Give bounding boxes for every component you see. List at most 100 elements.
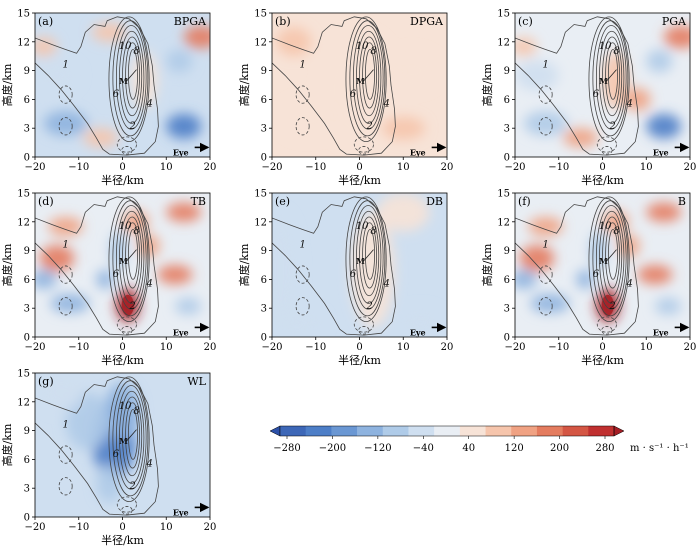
- contour-label: 2: [365, 301, 372, 312]
- contour-label: 2: [608, 121, 615, 132]
- contour-line: [588, 16, 630, 143]
- colorbar-tick-label: 200: [550, 443, 569, 454]
- y-tick-label: 0: [24, 513, 30, 524]
- contour-line: [608, 229, 618, 280]
- y-axis-label: 高度/km: [0, 423, 14, 466]
- max-marker-line: [126, 69, 137, 82]
- colorbar-extend-min: [269, 425, 281, 437]
- panel-title: DPGA: [410, 15, 444, 28]
- x-tick-label: 0: [599, 162, 605, 173]
- contour-line-dashed: [121, 506, 133, 515]
- x-tick-label: 20: [684, 342, 697, 353]
- contour-line: [35, 16, 159, 156]
- contour-label: 1: [542, 59, 548, 70]
- eye-label: Eye: [173, 327, 189, 337]
- max-marker-line: [606, 69, 617, 82]
- contour-line-dashed: [596, 136, 617, 153]
- x-tick-label: 10: [640, 162, 653, 173]
- contour-line-dashed: [601, 326, 613, 335]
- contour-label: 4: [625, 279, 632, 290]
- colorbar-tick-label: 40: [462, 443, 475, 454]
- contour-line-dashed: [58, 445, 73, 464]
- contour-label: 8: [613, 226, 619, 237]
- contour-label: 10: [599, 41, 612, 52]
- y-tick-label: 6: [24, 95, 30, 106]
- contour-line: [119, 390, 145, 484]
- y-tick-label: 6: [504, 95, 510, 106]
- colorbar-segment: [485, 426, 512, 436]
- contour-label: 1: [542, 239, 548, 250]
- contour-label: M: [119, 256, 128, 266]
- panel-title: WL: [187, 375, 206, 388]
- y-tick-label: 6: [24, 455, 30, 466]
- contour-line: [356, 210, 382, 304]
- panel-label: (e): [275, 195, 290, 208]
- y-tick-label: 15: [17, 369, 30, 380]
- contour-line: [515, 16, 639, 156]
- colorbar-tick-label: −40: [413, 443, 434, 454]
- contour-label: M: [119, 436, 128, 446]
- colorbar-tick-label: 120: [505, 443, 524, 454]
- y-tick-label: 9: [504, 66, 510, 77]
- x-tick-label: 10: [397, 342, 410, 353]
- colorbar-tick-label: −120: [364, 443, 391, 454]
- x-tick-label: 0: [119, 162, 125, 173]
- contour-line: [272, 16, 396, 156]
- colorbar-segment: [511, 426, 538, 436]
- contour-line: [352, 205, 384, 310]
- contour-label: 6: [113, 449, 120, 460]
- x-tick-label: −10: [68, 162, 89, 173]
- colorbar-segment: [382, 426, 409, 436]
- y-tick-label: 3: [261, 304, 267, 315]
- contour-label: 2: [128, 121, 135, 132]
- eye-label: Eye: [410, 327, 426, 337]
- colorbar-tick-label: −200: [319, 443, 346, 454]
- contour-line: [108, 196, 150, 323]
- y-tick-label: 15: [17, 9, 30, 20]
- contour-line: [592, 200, 629, 317]
- contour-line-dashed: [121, 146, 133, 155]
- contour-label: 2: [128, 481, 135, 492]
- x-tick-label: −20: [504, 342, 525, 353]
- panel-label: (a): [38, 15, 53, 28]
- contour-line: [365, 229, 375, 280]
- panel-title: DB: [426, 195, 443, 208]
- contour-line: [35, 376, 159, 516]
- contour-line-dashed: [538, 297, 553, 316]
- panel-label: (c): [518, 15, 533, 28]
- x-tick-label: 0: [119, 342, 125, 353]
- contour-label: 1: [62, 59, 68, 70]
- contour-line: [605, 222, 620, 289]
- max-marker-line: [363, 249, 374, 262]
- colorbar: −280 −200 −120 −40 40 120 200 280 m · s⁻¹ · h⁻¹: [269, 425, 689, 454]
- contour-line: [362, 42, 377, 109]
- y-tick-label: 0: [24, 333, 30, 344]
- heatmap-field: [35, 13, 210, 157]
- contour-lines: [35, 16, 159, 156]
- contour-line-dashed: [538, 85, 553, 104]
- contour-line: [115, 25, 147, 130]
- colorbar-tick-label: −280: [273, 443, 300, 454]
- contour-label: M: [599, 256, 608, 266]
- contour-label: 1: [62, 419, 68, 430]
- x-tick-label: −10: [548, 162, 569, 173]
- y-tick-label: 3: [261, 124, 267, 135]
- contour-label: 10: [119, 221, 132, 232]
- contour-line-dashed: [121, 326, 133, 335]
- contour-label: 1: [299, 59, 305, 70]
- y-axis-label: 高度/km: [480, 63, 494, 106]
- y-axis-label: 高度/km: [237, 243, 251, 286]
- x-tick-label: 0: [356, 162, 362, 173]
- y-axis-label: 高度/km: [480, 243, 494, 286]
- y-tick-label: 12: [497, 217, 510, 228]
- contour-line-dashed: [116, 136, 137, 153]
- panel-label: (b): [275, 15, 291, 28]
- colorbar-segment: [459, 426, 486, 436]
- colorbar-extend-max: [613, 425, 625, 437]
- eye-label: Eye: [173, 507, 189, 517]
- contour-line: [352, 25, 384, 130]
- contour-label: 6: [350, 89, 357, 100]
- contour-line: [128, 49, 138, 100]
- max-marker-line: [126, 249, 137, 262]
